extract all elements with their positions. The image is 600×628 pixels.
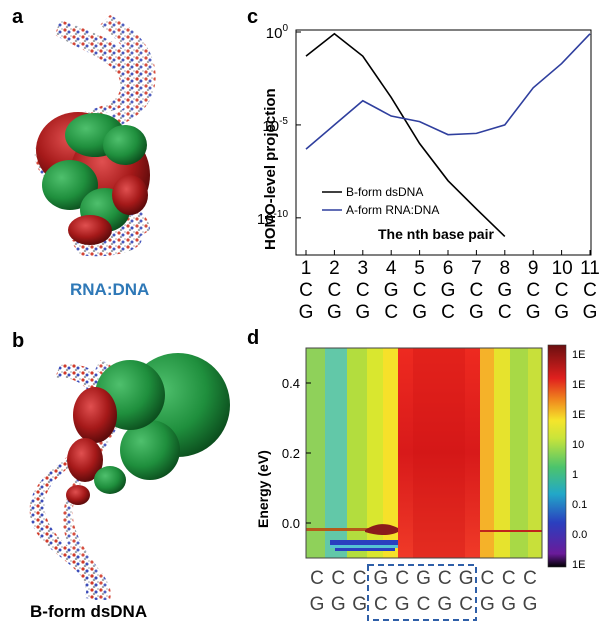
d-ytick-label: 0.0 — [282, 516, 300, 531]
rna-dna-caption: RNA:DNA — [70, 280, 150, 299]
d-ylabel: Energy (eV) — [255, 450, 271, 528]
c-xtick-label: 3 — [357, 258, 369, 279]
c-base-top: G — [440, 280, 456, 301]
rna-dna-structure — [34, 15, 156, 257]
c-base-top: G — [497, 280, 513, 301]
c-base-top: C — [327, 280, 342, 301]
c-base-top: C — [583, 280, 597, 301]
molecule-images — [29, 15, 230, 600]
colorbar-label: 1 — [572, 469, 578, 481]
heatmap-body — [305, 347, 543, 559]
c-base-bottom: G — [298, 302, 314, 323]
d-base-top: C — [480, 568, 495, 589]
highlight-dashed-box — [367, 564, 477, 621]
c-base-top: C — [526, 280, 541, 301]
legend-label-b-form: B-form dsDNA — [346, 185, 423, 199]
b-form-dsdna-structure — [29, 353, 230, 600]
colorbar-label: 0.1 — [572, 499, 587, 511]
d-base-bottom: G — [522, 594, 538, 615]
c-base-bottom: G — [554, 302, 569, 323]
c-xtick-label: 1 — [300, 258, 312, 279]
c-base-bottom: G — [582, 302, 598, 323]
c-base-bottom: C — [497, 302, 512, 323]
colorbar — [547, 344, 567, 568]
colorbar-label: 1E — [572, 409, 585, 421]
c-base-bottom: G — [525, 302, 541, 323]
panel-letter-b: b — [12, 330, 25, 352]
d-base-top: C — [501, 568, 516, 589]
c-series-lines — [305, 32, 591, 237]
d-base-top: C — [395, 568, 410, 589]
colorbar-label: 0.0 — [572, 529, 587, 541]
c-base-bottom: C — [384, 302, 399, 323]
colorbar-label: 1E — [572, 559, 585, 571]
d-base-top: G — [416, 568, 431, 589]
d-base-bottom: G — [501, 594, 517, 615]
d-base-top: C — [437, 568, 452, 589]
c-base-bottom: G — [355, 302, 371, 323]
c-xtick-label: 6 — [442, 258, 454, 279]
c-base-top: C — [355, 280, 370, 301]
series-line-b-form — [305, 32, 506, 237]
c-xtick-label: 8 — [499, 258, 511, 279]
c-xtick-label: 4 — [385, 258, 397, 279]
c-xlabel: The nth base pair — [378, 226, 494, 242]
d-base-bottom: G — [352, 594, 367, 615]
plot-frame-c — [295, 29, 592, 256]
c-base-top: C — [412, 280, 427, 301]
c-xtick-label: 5 — [414, 258, 425, 279]
c-base-top: C — [469, 280, 484, 301]
d-base-bottom: G — [330, 594, 346, 615]
c-xtick-label: 10 — [551, 258, 573, 279]
series-line-a-form — [305, 33, 591, 150]
panel-letter-a: a — [12, 6, 24, 28]
d-ytick-label: 0.2 — [282, 446, 300, 461]
c-xtick-label: 11 — [580, 258, 600, 279]
c-base-bottom: G — [412, 302, 427, 323]
d-base-top: C — [331, 568, 346, 589]
d-base-bottom: C — [374, 594, 388, 615]
d-base-top: C — [310, 568, 324, 589]
colorbar-labels: 1E 1E 1E 10 1 0.1 0.0 1E — [572, 349, 587, 571]
colorbar-label: 1E — [572, 379, 585, 391]
d-base-bottom: G — [437, 594, 453, 615]
c-legend: B-form dsDNA A-form RNA:DNA — [322, 185, 439, 217]
d-base-top: C — [523, 568, 537, 589]
c-base-top: G — [383, 280, 399, 301]
d-base-bottom: G — [309, 594, 325, 615]
d-base-top: G — [373, 568, 389, 589]
c-xtick-label: 2 — [329, 258, 340, 279]
legend-label-a-form: A-form RNA:DNA — [346, 203, 439, 217]
d-base-bottom: C — [459, 594, 473, 615]
d-base-bottom: G — [480, 594, 495, 615]
d-ytick-label: 0.4 — [282, 376, 300, 391]
c-ylabel: HOMO-level projection — [262, 88, 279, 250]
c-base-bottom: G — [327, 302, 342, 323]
panel-letter-d: d — [247, 327, 260, 349]
panel-letter-c: c — [247, 6, 259, 28]
c-xtick-label: 9 — [527, 258, 539, 279]
d-base-top: G — [458, 568, 474, 589]
d-base-top: C — [352, 568, 367, 589]
c-base-top: C — [299, 280, 313, 301]
colorbar-label: 10 — [572, 439, 584, 451]
b-form-dsdna-caption: B-form dsDNA — [30, 602, 148, 621]
d-base-bottom: G — [394, 594, 410, 615]
c-xtick-label: 7 — [471, 258, 482, 279]
c-base-bottom: C — [441, 302, 455, 323]
c-base-top: C — [554, 280, 569, 301]
d-base-bottom: C — [416, 594, 431, 615]
colorbar-label: 1E — [572, 349, 585, 361]
d-axis-ticks: 0.4 0.2 0.0 — [282, 376, 311, 531]
c-base-bottom: G — [469, 302, 484, 323]
